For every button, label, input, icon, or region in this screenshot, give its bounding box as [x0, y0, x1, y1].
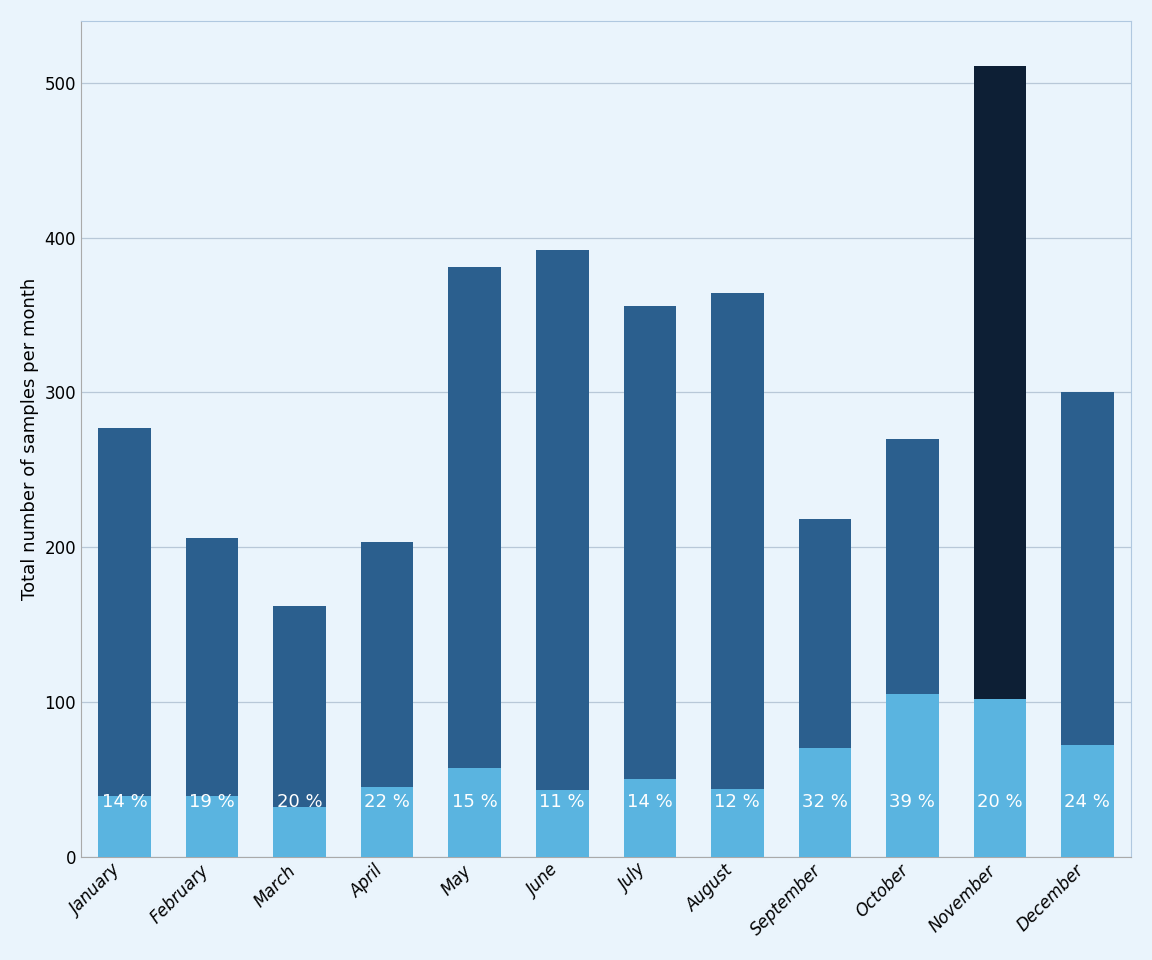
Bar: [1061, 745, 1114, 856]
Bar: [448, 267, 501, 768]
Bar: [273, 807, 326, 856]
Text: 19 %: 19 %: [189, 794, 235, 811]
Bar: [98, 796, 151, 856]
Bar: [886, 439, 939, 694]
Text: 20 %: 20 %: [977, 794, 1023, 811]
Text: 24 %: 24 %: [1064, 794, 1111, 811]
Bar: [536, 250, 589, 790]
Bar: [973, 699, 1026, 856]
Bar: [1061, 393, 1114, 745]
Bar: [536, 790, 589, 856]
Text: 22 %: 22 %: [364, 794, 410, 811]
Text: 39 %: 39 %: [889, 794, 935, 811]
Bar: [273, 606, 326, 807]
Bar: [973, 65, 1026, 699]
Text: 11 %: 11 %: [539, 794, 585, 811]
Y-axis label: Total number of samples per month: Total number of samples per month: [21, 277, 39, 600]
Bar: [185, 796, 238, 856]
Bar: [185, 538, 238, 796]
Text: 20 %: 20 %: [276, 794, 323, 811]
Bar: [798, 519, 851, 748]
Text: 32 %: 32 %: [802, 794, 848, 811]
Bar: [361, 787, 414, 856]
Bar: [448, 768, 501, 856]
Bar: [798, 748, 851, 856]
Bar: [98, 428, 151, 796]
Text: 14 %: 14 %: [627, 794, 673, 811]
Text: 14 %: 14 %: [101, 794, 147, 811]
Text: 15 %: 15 %: [452, 794, 498, 811]
Text: 12 %: 12 %: [714, 794, 760, 811]
Bar: [361, 542, 414, 787]
Bar: [711, 788, 764, 856]
Bar: [886, 694, 939, 856]
Bar: [623, 305, 676, 780]
Bar: [623, 780, 676, 856]
Bar: [711, 293, 764, 788]
